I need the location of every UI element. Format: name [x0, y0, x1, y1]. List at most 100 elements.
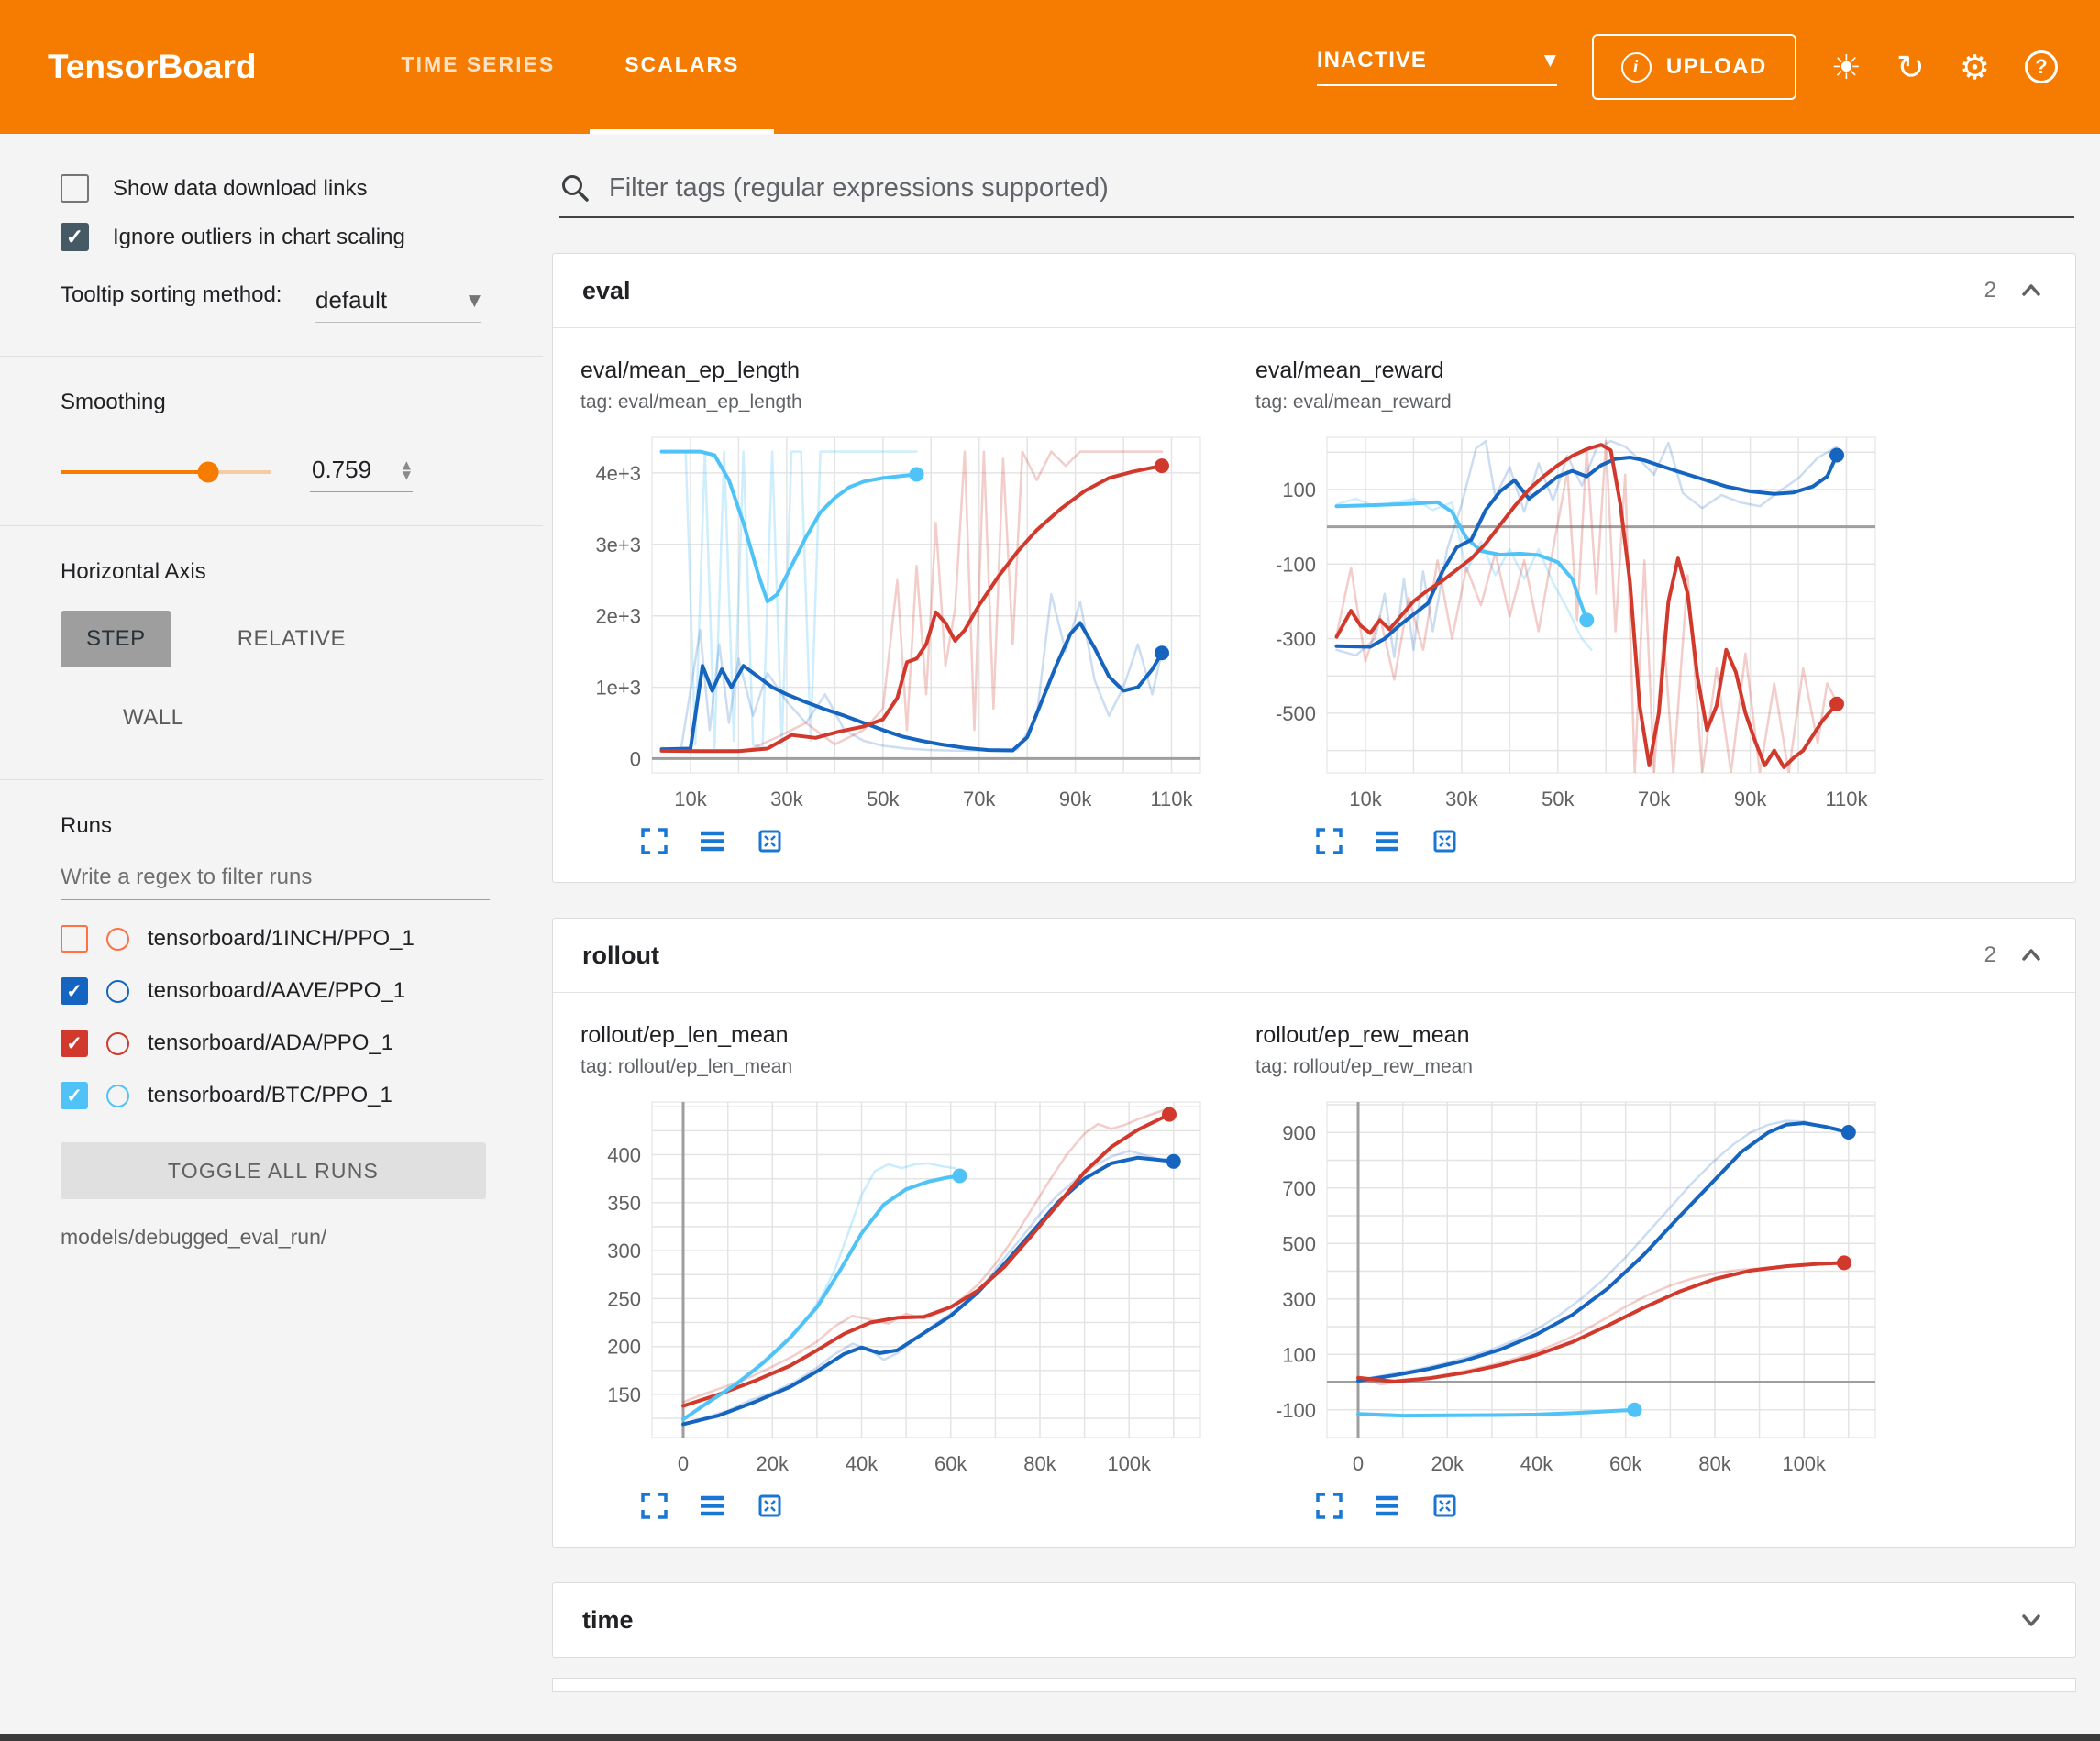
chart-toolbar	[580, 1491, 1228, 1521]
runs-base-path: models/debugged_eval_run/	[61, 1225, 327, 1249]
svg-text:110k: 110k	[1150, 788, 1193, 810]
runs-filter-input[interactable]	[61, 857, 490, 900]
line-chart[interactable]: 0 20k 40k 60k 80k 100k -100 100 300 500 700 900	[1255, 1091, 1888, 1483]
run-checkbox[interactable]	[61, 925, 88, 953]
section-title: eval	[582, 276, 631, 304]
runs-list: tensorboard/1INCH/PPO_1 ✓ tensorboard/AAVE…	[61, 925, 512, 1109]
expand-chart-icon[interactable]	[639, 826, 669, 856]
status-dropdown[interactable]: INACTIVE ▼	[1316, 48, 1557, 86]
settings-sidebar: Show data download links ✓ Ignore outlie…	[0, 134, 543, 1734]
tooltip-sorting-value: default	[315, 286, 388, 314]
fit-domain-icon[interactable]	[755, 1491, 785, 1521]
line-chart[interactable]: 0 20k 40k 60k 80k 100k 150 200 250 300 350 400	[580, 1091, 1213, 1483]
run-isolate-toggle[interactable]	[106, 1084, 129, 1107]
tooltip-sorting-row: Tooltip sorting method: default ▼	[61, 281, 512, 323]
svg-text:30k: 30k	[770, 788, 803, 810]
show-download-links-checkbox[interactable]	[61, 174, 89, 203]
svg-text:2e+3: 2e+3	[595, 605, 641, 628]
chart-toolbar	[1255, 1491, 1903, 1521]
chart-title: rollout/ep_len_mean	[580, 1022, 789, 1048]
section-count: 2	[1984, 278, 1996, 303]
svg-text:-300: -300	[1276, 628, 1316, 651]
svg-text:350: 350	[607, 1192, 641, 1215]
run-label: tensorboard/1INCH/PPO_1	[148, 926, 414, 951]
run-isolate-toggle[interactable]	[106, 927, 129, 951]
svg-text:4e+3: 4e+3	[595, 462, 641, 485]
fit-domain-icon[interactable]	[755, 826, 785, 856]
header-actions: INACTIVE ▼ i UPLOAD ☀ ↻ ⚙ ?	[1316, 0, 2058, 134]
svg-text:250: 250	[607, 1287, 641, 1310]
chevron-down-icon[interactable]	[2017, 1605, 2046, 1635]
refresh-icon[interactable]: ↻	[1896, 47, 1925, 87]
svg-text:60k: 60k	[1609, 1452, 1642, 1475]
run-checkbox[interactable]: ✓	[61, 1030, 88, 1057]
chevron-up-icon[interactable]	[2017, 941, 2046, 970]
tab-scalars[interactable]: SCALARS	[590, 0, 775, 134]
section-body-rollout: rollout/ep_len_mean tag: rollout/ep_len_…	[553, 992, 2075, 1547]
run-checkbox[interactable]: ✓	[61, 1082, 88, 1109]
line-chart[interactable]: 10k 30k 50k 70k 90k 110k 100 -100 -300 -500	[1255, 426, 1888, 819]
svg-text:100k: 100k	[1107, 1452, 1152, 1475]
expand-chart-icon[interactable]	[639, 1491, 669, 1521]
toggle-all-runs-button[interactable]: TOGGLE ALL RUNS	[61, 1142, 486, 1199]
expand-chart-icon[interactable]	[1314, 1491, 1344, 1521]
section-card-time: time	[552, 1582, 2076, 1658]
run-row: ✓ tensorboard/AAVE/PPO_1	[61, 977, 512, 1005]
app-title: TensorBoard	[48, 48, 257, 85]
runs-menu-icon[interactable]	[697, 1491, 727, 1521]
runs-menu-icon[interactable]	[1372, 1491, 1402, 1521]
axis-relative-button[interactable]: RELATIVE	[237, 626, 346, 651]
section-title: rollout	[582, 941, 659, 969]
run-label: tensorboard/BTC/PPO_1	[148, 1083, 392, 1107]
svg-text:50k: 50k	[867, 788, 900, 810]
chart-title: eval/mean_reward	[1255, 358, 1444, 383]
stepper-icon[interactable]: ▲ ▼	[402, 457, 411, 481]
fit-domain-icon[interactable]	[1430, 826, 1460, 856]
run-isolate-toggle[interactable]	[106, 979, 129, 1003]
smoothing-value-input[interactable]: 0.759 ▲ ▼	[310, 452, 413, 492]
sidebar-divider	[0, 525, 543, 526]
runs-label: Runs	[61, 813, 113, 838]
ignore-outliers-checkbox[interactable]: ✓	[61, 223, 89, 251]
tooltip-sorting-dropdown[interactable]: default ▼	[315, 286, 481, 323]
upload-button[interactable]: i UPLOAD	[1591, 34, 1796, 100]
axis-step-button[interactable]: STEP	[61, 611, 171, 667]
expand-chart-icon[interactable]	[1314, 826, 1344, 856]
run-checkbox[interactable]: ✓	[61, 977, 88, 1005]
sidebar-divider	[0, 779, 543, 780]
section-header-time[interactable]: time	[553, 1583, 2075, 1657]
chart-title: eval/mean_ep_length	[580, 358, 801, 383]
app-header: TensorBoard TIME SERIES SCALARS INACTIVE…	[0, 0, 2100, 134]
fit-domain-icon[interactable]	[1430, 1491, 1460, 1521]
svg-text:-500: -500	[1276, 702, 1316, 725]
section-header-eval[interactable]: eval 2	[553, 254, 2075, 327]
line-chart[interactable]: 10k 30k 50k 70k 90k 110k 0 1e+3 2e+3 3e+3 4e+3	[580, 426, 1213, 819]
section-card-eval: eval 2 eval/mean_ep_length tag: eval/mea…	[552, 253, 2076, 883]
smoothing-slider-thumb[interactable]	[197, 461, 219, 483]
help-icon[interactable]: ?	[2025, 50, 2058, 83]
smoothing-value: 0.759	[312, 456, 372, 483]
section-header-rollout[interactable]: rollout 2	[553, 919, 2075, 992]
smoothing-label: Smoothing	[61, 390, 166, 414]
smoothing-slider-row: 0.759 ▲ ▼	[61, 452, 512, 492]
svg-text:400: 400	[607, 1144, 641, 1167]
chevron-up-icon[interactable]	[2017, 276, 2046, 305]
svg-text:10k: 10k	[674, 788, 707, 810]
tab-time-series[interactable]: TIME SERIES	[401, 52, 556, 76]
runs-menu-icon[interactable]	[697, 826, 727, 856]
svg-text:300: 300	[1282, 1288, 1316, 1311]
svg-text:0: 0	[1353, 1452, 1364, 1475]
smoothing-slider[interactable]	[61, 461, 271, 483]
upload-button-label: UPLOAD	[1665, 54, 1767, 79]
svg-text:90k: 90k	[1059, 788, 1092, 810]
runs-menu-icon[interactable]	[1372, 826, 1402, 856]
section-count: 2	[1984, 942, 1996, 967]
settings-gear-icon[interactable]: ⚙	[1959, 47, 1990, 87]
main-tabs: TIME SERIES SCALARS	[367, 0, 775, 134]
axis-wall-button[interactable]: WALL	[123, 705, 184, 730]
ignore-outliers-label: Ignore outliers in chart scaling	[113, 224, 405, 249]
run-isolate-toggle[interactable]	[106, 1031, 129, 1055]
brightness-icon[interactable]: ☀	[1830, 47, 1862, 87]
section-card-rollout: rollout 2 rollout/ep_len_mean tag: rollo…	[552, 918, 2076, 1548]
tag-filter-input[interactable]	[609, 172, 2074, 204]
